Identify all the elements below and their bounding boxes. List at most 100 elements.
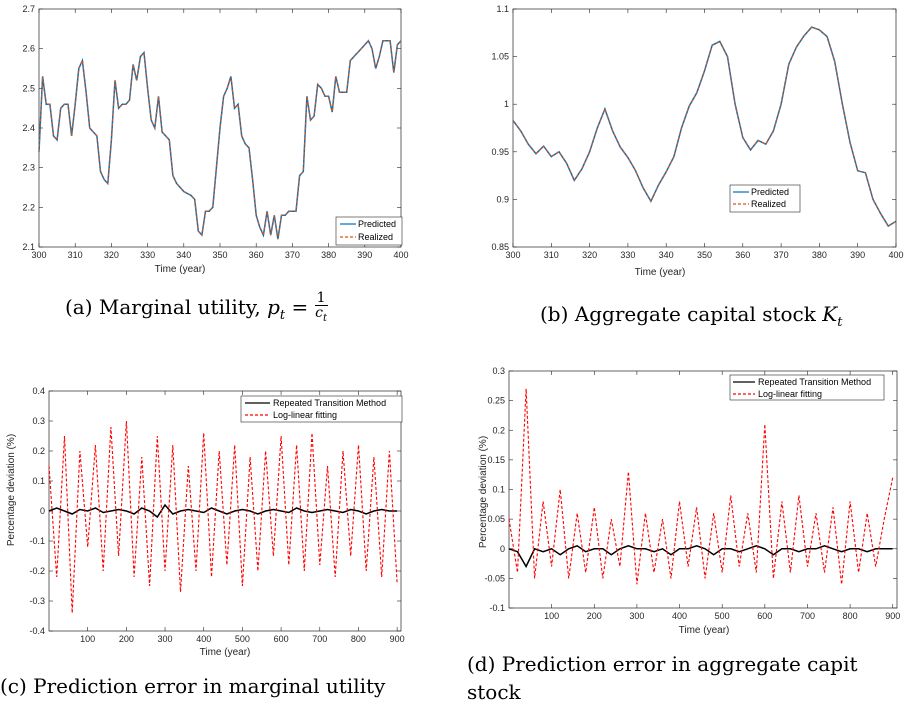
- x-tick-label: 800: [843, 611, 858, 621]
- legend-label-predicted: Predicted: [358, 219, 396, 229]
- caption-a-math-p: p: [267, 294, 280, 319]
- x-tick-label: 500: [235, 634, 250, 644]
- x-tick-label: 320: [104, 250, 119, 260]
- y-tick-label: 0.85: [491, 242, 509, 252]
- caption-a-math-sub: t: [279, 307, 286, 323]
- x-tick-label: 900: [885, 611, 900, 621]
- legend-a: Predicted Realized: [335, 216, 403, 246]
- x-tick-label: 390: [357, 250, 372, 260]
- x-tick-label: 300: [158, 634, 173, 644]
- plot-area-b: [512, 8, 897, 248]
- x-tick-label: 200: [119, 634, 134, 644]
- y-tick-label: 2.1: [22, 242, 35, 252]
- xlabel-b: Time (year): [635, 267, 686, 278]
- y-tick-label: -0.1: [489, 603, 505, 613]
- x-tick-label: 900: [390, 634, 405, 644]
- chart-a: 300 310 320 330 340 350 360 370 380 390 400 2.1 2.2 2…: [22, 4, 408, 260]
- x-tick-label: 370: [285, 250, 300, 260]
- x-tick-label: 400: [196, 634, 211, 644]
- x-tick-label: 700: [312, 634, 327, 644]
- x-tick-label: 310: [68, 250, 83, 260]
- y-tick-label: 0.15: [487, 455, 505, 465]
- y-tick-label: 0.4: [32, 386, 45, 396]
- x-tick-label: 300: [31, 250, 46, 260]
- x-tick-label: 400: [672, 611, 687, 621]
- caption-a-den-sub: t: [323, 312, 328, 324]
- x-tick-label: 300: [629, 611, 644, 621]
- legend-label-realized: Realized: [358, 232, 393, 242]
- chart-d: 100 200 300 400 500 600 700 800 900 -0.1 -0.05 0 0.0…: [484, 366, 900, 621]
- legend-d: Repeated Transition Method Log-linear fi…: [729, 374, 885, 401]
- x-tick-label: 700: [800, 611, 815, 621]
- x-tick-label: 360: [735, 250, 750, 260]
- y-tick-label: -0.3: [29, 596, 45, 606]
- y-tick-label: 0.1: [492, 485, 505, 495]
- x-tick-label: 400: [888, 250, 903, 260]
- caption-a-den: c: [315, 305, 323, 321]
- y-tick-label: -0.4: [29, 626, 45, 636]
- legend-label-loglinear: Log-linear fitting: [758, 389, 822, 399]
- x-tick-label: 400: [393, 250, 408, 260]
- y-tick-label: 0.05: [487, 514, 505, 524]
- y-tick-label: 0.95: [491, 147, 509, 157]
- x-tick-label: 350: [697, 250, 712, 260]
- y-tick-label: 0.2: [32, 446, 45, 456]
- y-tick-label: 0.1: [32, 476, 45, 486]
- x-tick-label: 370: [774, 250, 789, 260]
- legend-b: Predicted Realized: [729, 184, 801, 213]
- y-tick-label: 1: [504, 99, 509, 109]
- x-tick-label: 360: [249, 250, 264, 260]
- caption-d-line2: stock: [467, 680, 521, 704]
- series-line-realized: [38, 39, 402, 240]
- y-tick-label: 0.3: [32, 416, 45, 426]
- x-tick-label: 300: [505, 250, 520, 260]
- y-tick-label: 1.05: [491, 52, 509, 62]
- x-tick-label: 800: [351, 634, 366, 644]
- x-tick-label: 310: [544, 250, 559, 260]
- xlabel-a: Time (year): [155, 264, 206, 275]
- chart-b: 300 310 320 330 340 350 360 370 380 390 400 0.85 0.9…: [491, 4, 903, 260]
- y-tick-label: -0.1: [29, 536, 45, 546]
- legend-box: [240, 395, 403, 423]
- xlabel-d: Time (year): [679, 625, 730, 636]
- y-tick-label: 0.2: [492, 425, 505, 435]
- y-tick-label: 2.6: [22, 44, 35, 54]
- caption-a-num: 1: [314, 290, 328, 306]
- x-tick-label: 500: [715, 611, 730, 621]
- caption-d-line1: (d) Prediction error in aggregate capit: [467, 652, 858, 676]
- caption-c: (c) Prediction error in marginal utility: [0, 674, 386, 698]
- xlabel-c: Time (year): [200, 647, 251, 658]
- x-tick-label: 340: [176, 250, 191, 260]
- plot-area-d: [508, 370, 898, 609]
- y-tick-label: 0.9: [496, 194, 509, 204]
- caption-b-math-sub: t: [837, 315, 843, 330]
- x-tick-label: 330: [140, 250, 155, 260]
- y-tick-label: -0.2: [29, 566, 45, 576]
- ylabel-c: Percentage deviation (%): [6, 434, 17, 546]
- x-tick-label: 200: [587, 611, 602, 621]
- y-tick-label: 2.4: [22, 123, 35, 133]
- x-tick-label: 330: [620, 250, 635, 260]
- y-tick-label: -0.05: [484, 573, 505, 583]
- caption-b: (b) Aggregate capital stock Kt: [540, 302, 842, 330]
- legend-box: [729, 184, 801, 213]
- y-tick-label: 0.25: [487, 396, 505, 406]
- y-tick-label: 2.7: [22, 4, 35, 14]
- y-tick-label: 2.3: [22, 163, 35, 173]
- ylabel-d: Percentage deviation (%): [478, 436, 489, 548]
- legend-box: [729, 374, 885, 401]
- x-tick-label: 380: [812, 250, 827, 260]
- caption-a-text: (a) Marginal utility,: [65, 294, 268, 319]
- y-tick-label: 2.5: [22, 83, 35, 93]
- legend-label-loglinear: Log-linear fitting: [273, 410, 337, 420]
- x-tick-label: 380: [321, 250, 336, 260]
- legend-c: Repeated Transition Method Log-linear fi…: [240, 395, 403, 423]
- chart-c: 100 200 300 400 500 600 700 800 900 -0.4 -0.3 -0.2 -…: [29, 386, 404, 644]
- legend-label-realized: Realized: [751, 199, 786, 209]
- x-tick-label: 350: [212, 250, 227, 260]
- legend-box: [335, 216, 403, 246]
- x-tick-label: 100: [80, 634, 95, 644]
- caption-b-math: K: [822, 302, 838, 326]
- y-tick-label: 0: [500, 544, 505, 554]
